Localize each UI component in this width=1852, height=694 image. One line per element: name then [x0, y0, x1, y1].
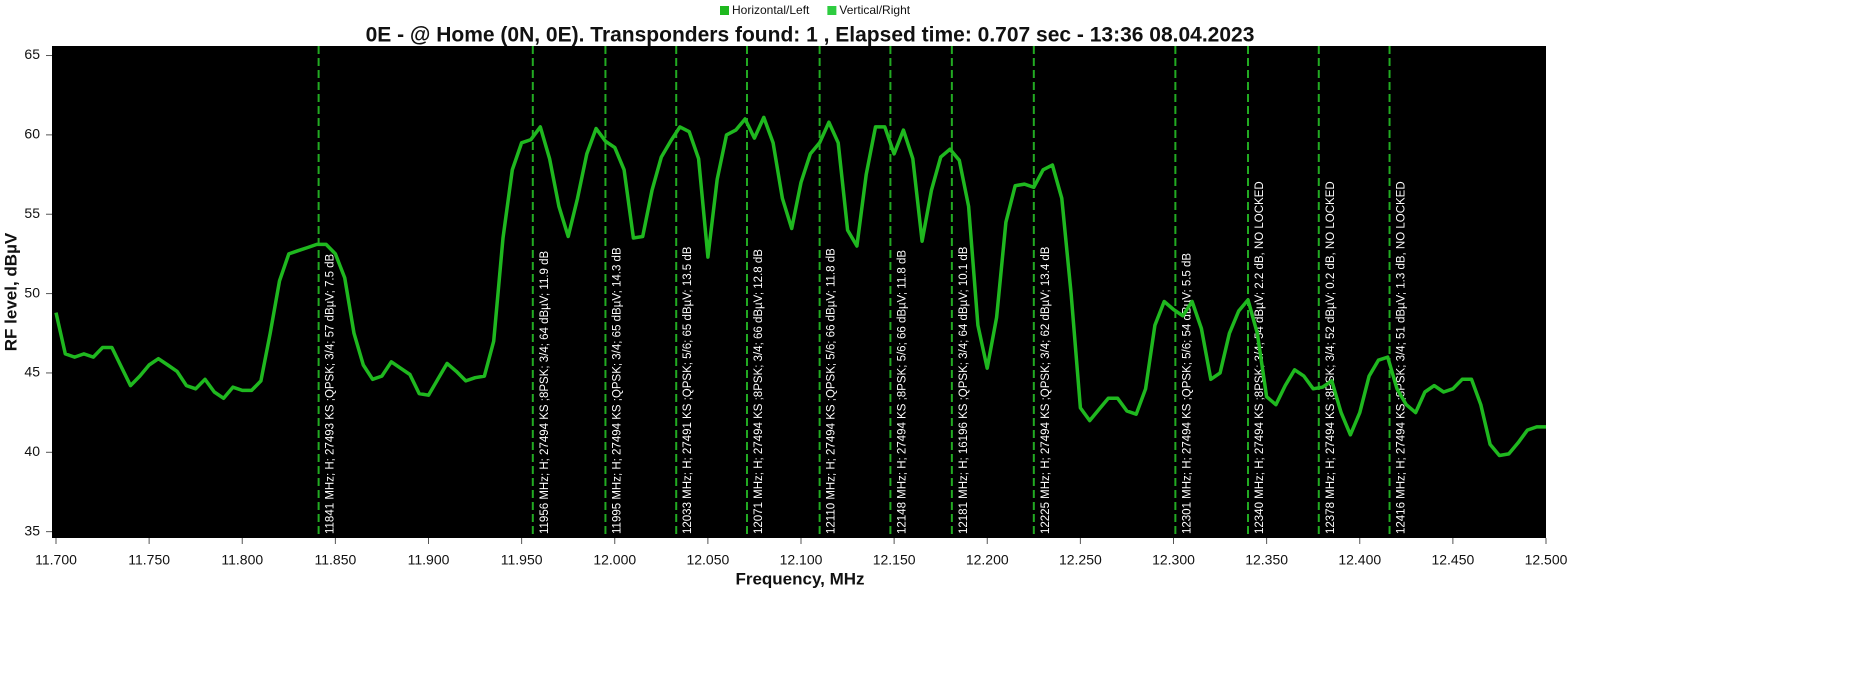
y-tick-label: 55	[24, 205, 40, 221]
x-tick-label: 12.300	[1152, 552, 1195, 568]
y-axis-label: RF level, dBµV	[1, 232, 20, 351]
x-tick-label: 12.450	[1431, 552, 1474, 568]
x-tick-label: 12.350	[1245, 552, 1288, 568]
x-tick-label: 12.150	[873, 552, 916, 568]
x-tick-label: 12.100	[780, 552, 823, 568]
transponder-label: 11956 MHz; H; 27494 KS ;8PSK; 3/4; 64 dB…	[539, 250, 551, 534]
transponder-label: 11841 MHz; H; 27493 KS ;QPSK; 3/4; 57 dB…	[325, 253, 337, 534]
x-tick-label: 11.750	[128, 552, 170, 568]
transponder-label: 12378 MHz; H; 27494 KS ;8PSK; 3/4; 52 dB…	[1325, 181, 1337, 534]
y-tick-label: 60	[24, 126, 40, 142]
x-tick-label: 11.850	[314, 552, 356, 568]
transponder-label: 12416 MHz; H; 27494 KS ;8PSK; 3/4; 51 dB…	[1396, 181, 1408, 534]
legend-label: Horizontal/Left	[732, 3, 810, 17]
x-tick-label: 12.400	[1338, 552, 1381, 568]
y-tick-label: 45	[24, 364, 40, 380]
y-tick-label: 50	[24, 284, 40, 300]
x-tick-label: 12.200	[966, 552, 1009, 568]
y-tick-label: 65	[24, 46, 40, 62]
chart-title: 0E - @ Home (0N, 0E). Transponders found…	[366, 24, 1255, 47]
transponder-label: 12148 MHz; H; 27494 KS ;8PSK; 5/6; 66 dB…	[896, 250, 908, 534]
x-tick-label: 12.250	[1059, 552, 1102, 568]
legend-swatch	[720, 6, 729, 15]
x-tick-label: 11.800	[221, 552, 263, 568]
x-tick-label: 12.500	[1525, 552, 1568, 568]
x-tick-label: 12.050	[686, 552, 729, 568]
x-tick-label: 11.700	[35, 552, 77, 568]
legend-label: Vertical/Right	[839, 3, 910, 17]
transponder-label: 12181 MHz; H; 16196 KS ;QPSK; 3/4; 64 dB…	[958, 246, 970, 534]
x-axis-label: Frequency, MHz	[735, 569, 864, 588]
x-tick-label: 11.900	[408, 552, 450, 568]
x-tick-label: 12.000	[593, 552, 636, 568]
legend-swatch	[827, 6, 837, 15]
transponder-label: 12033 MHz; H; 27491 KS ;QPSK; 5/6; 65 dB…	[682, 246, 694, 534]
x-tick-label: 11.950	[501, 552, 543, 568]
transponder-label: 12301 MHz; H; 27494 KS ;QPSK; 5/6; 54 dB…	[1181, 253, 1193, 534]
rf-line	[54, 115, 1546, 458]
transponder-label: 12071 MHz; H; 27494 KS ;8PSK; 3/4; 66 dB…	[753, 249, 765, 534]
plot-area	[52, 46, 1546, 538]
y-tick-label: 35	[24, 522, 40, 538]
transponder-label: 12225 MHz; H; 27494 KS ;QPSK; 3/4; 62 dB…	[1040, 246, 1052, 534]
transponder-label: 12110 MHz; H; 27494 KS ;QPSK; 5/6; 66 dB…	[826, 248, 838, 534]
y-tick-label: 40	[24, 443, 40, 459]
transponder-label: 11995 MHz; H; 27494 KS ;QPSK; 3/4; 65 dB…	[611, 247, 623, 534]
